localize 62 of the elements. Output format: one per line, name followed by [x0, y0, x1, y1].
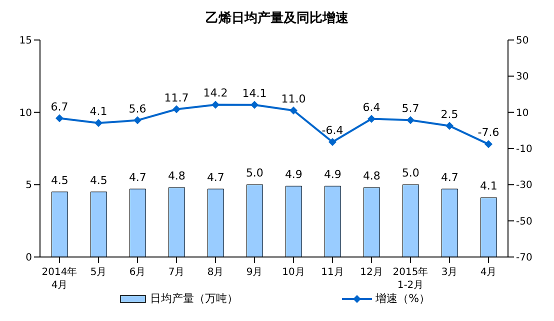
- data-label: 5.0: [246, 166, 264, 180]
- data-label: 4.9: [284, 168, 302, 182]
- x-tick-label: 7月: [168, 267, 185, 278]
- x-tick-label: 10月: [282, 267, 305, 278]
- point: [212, 100, 220, 109]
- data-label: 4.1: [480, 180, 498, 193]
- point: [406, 116, 414, 124]
- y2-tick-label: 30: [516, 72, 529, 83]
- x-tick-label: 5月: [90, 267, 107, 278]
- point: [94, 119, 102, 128]
- point: [250, 100, 258, 109]
- point: [368, 114, 376, 123]
- data-label: 5.0: [402, 166, 420, 180]
- y2-tick-label: -30: [516, 180, 532, 192]
- y-tick-label: 0: [26, 252, 32, 264]
- point: [172, 105, 180, 114]
- x-tick-label: 12月: [360, 267, 383, 278]
- x-tick-label: 6月: [129, 267, 146, 278]
- data-label: 14.1: [242, 86, 267, 100]
- data-label: 4.7: [128, 171, 146, 184]
- data-label: 4.8: [168, 170, 186, 183]
- x-tick-label: 2014年 4月: [42, 266, 78, 291]
- data-label: -7.6: [478, 126, 500, 140]
- data-label: 6.7: [50, 100, 68, 114]
- legend-label: 日均产量（万吨）: [150, 291, 238, 306]
- y-tick-label: 15: [19, 36, 32, 47]
- x-tick-label: 4月: [480, 267, 497, 278]
- data-label: 6.4: [362, 100, 380, 114]
- data-label: 11.0: [281, 92, 306, 106]
- data-label: 4.7: [206, 171, 224, 184]
- data-label: 5.6: [128, 102, 146, 116]
- y2-tick-label: -10: [516, 144, 532, 156]
- point: [446, 122, 454, 130]
- point: [484, 140, 492, 148]
- data-label: 4.5: [90, 174, 108, 187]
- y2-tick-label: -50: [516, 216, 532, 228]
- point: [290, 106, 298, 115]
- y2-tick-label: 50: [516, 36, 529, 47]
- data-label: 4.9: [324, 168, 342, 182]
- point: [56, 114, 64, 122]
- point: [134, 116, 142, 124]
- y2-tick-label: 10: [516, 108, 529, 119]
- data-label: 4.7: [440, 171, 458, 184]
- x-tick-label: 8月: [207, 267, 224, 278]
- y2-tick-label: -70: [516, 252, 532, 264]
- data-label: 2.5: [440, 108, 458, 121]
- x-tick-label: 9月: [246, 267, 263, 278]
- data-label: -6.4: [322, 124, 344, 137]
- point: [328, 138, 336, 146]
- data-label: 14.2: [203, 86, 228, 100]
- y-tick-label: 5: [26, 180, 32, 192]
- data-label: 4.1: [90, 105, 108, 118]
- x-tick-label: 2015年 1-2月: [392, 266, 428, 291]
- data-label: 5.7: [402, 102, 420, 116]
- legend-label: 增速（%）: [376, 291, 430, 306]
- x-tick-label: 11月: [321, 267, 344, 278]
- data-label: 11.7: [164, 91, 189, 104]
- data-label: 4.8: [362, 170, 380, 183]
- x-tick-label: 3月: [441, 267, 458, 278]
- y-tick-label: 10: [19, 108, 32, 119]
- data-label: 4.5: [50, 174, 68, 187]
- chart-title: 乙烯日均产量及同比增速: [204, 10, 350, 28]
